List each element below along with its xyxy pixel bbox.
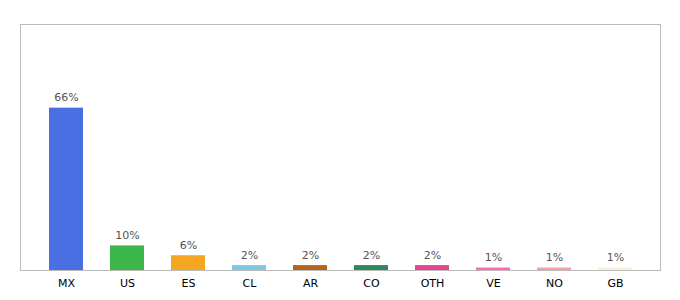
svg-text:CL: CL [243, 277, 258, 290]
svg-text:2%: 2% [424, 249, 441, 262]
svg-text:66%: 66% [54, 91, 78, 104]
svg-text:1%: 1% [546, 251, 563, 264]
svg-text:2%: 2% [241, 249, 258, 262]
svg-text:ES: ES [182, 277, 196, 290]
svg-text:10%: 10% [115, 229, 139, 242]
svg-text:AR: AR [303, 277, 319, 290]
svg-text:OTH: OTH [421, 277, 445, 290]
svg-text:NO: NO [546, 277, 563, 290]
svg-text:CO: CO [363, 277, 380, 290]
svg-text:1%: 1% [607, 251, 624, 264]
svg-text:2%: 2% [363, 249, 380, 262]
svg-text:MX: MX [58, 277, 75, 290]
svg-text:1%: 1% [485, 251, 502, 264]
svg-text:GB: GB [607, 277, 623, 290]
svg-text:2%: 2% [302, 249, 319, 262]
svg-text:VE: VE [486, 277, 501, 290]
svg-text:6%: 6% [180, 239, 197, 252]
svg-text:US: US [120, 277, 135, 290]
